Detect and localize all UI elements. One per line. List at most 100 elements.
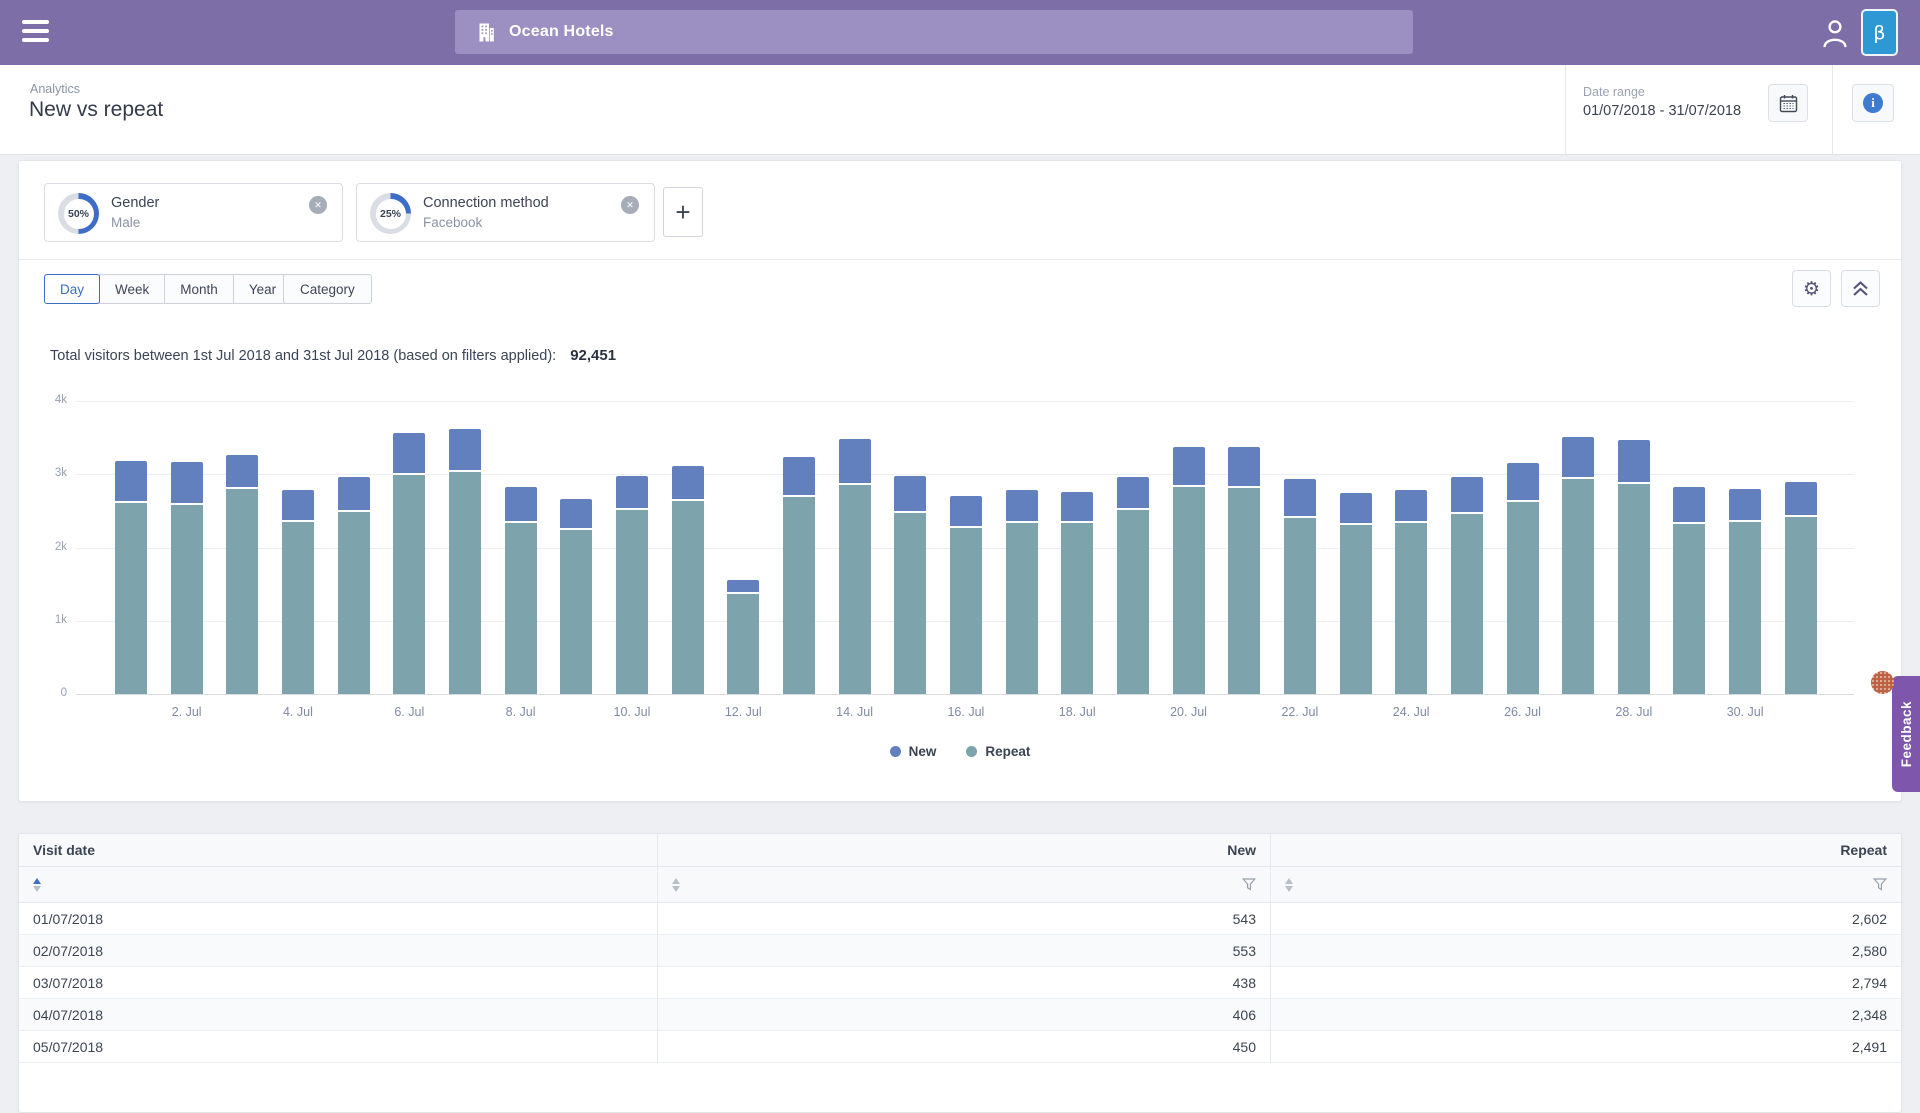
bar-1-jul[interactable] [115, 461, 147, 694]
tab-week[interactable]: Week [99, 274, 166, 304]
bar-3-jul[interactable] [226, 455, 259, 694]
bar-segment-gap [281, 520, 314, 522]
bar-26-jul[interactable] [1506, 463, 1539, 694]
bar-18-jul[interactable] [1061, 492, 1094, 694]
remove-filter-icon[interactable]: ✕ [309, 196, 327, 214]
user-icon[interactable] [1820, 17, 1850, 49]
tab-day[interactable]: Day [44, 274, 101, 304]
view-tabs: Day Week Month Year [44, 274, 293, 304]
legend-item-new[interactable]: New [889, 744, 936, 759]
bar-segment-gap [1506, 500, 1539, 502]
divider [1565, 65, 1566, 155]
bar-segment-new [1339, 493, 1372, 523]
bar-28-jul[interactable] [1617, 440, 1650, 694]
calendar-button[interactable] [1768, 84, 1808, 122]
bar-24-jul[interactable] [1395, 490, 1428, 694]
bar-segment-gap [615, 508, 648, 510]
bar-segment-gap [1005, 521, 1038, 523]
bar-segment-repeat [1784, 517, 1817, 694]
bar-segment-gap [671, 499, 704, 501]
bar-segment-repeat [337, 512, 370, 694]
x-tick-label: 20. Jul [1170, 705, 1207, 719]
menu-icon[interactable] [22, 20, 50, 46]
bar-22-jul[interactable] [1283, 479, 1316, 694]
bar-segment-repeat [560, 530, 593, 694]
tab-category[interactable]: Category [283, 274, 372, 304]
bar-8-jul[interactable] [504, 487, 537, 694]
filter-funnel-icon[interactable] [1873, 878, 1887, 891]
filter-funnel-icon[interactable] [1242, 878, 1256, 891]
total-visitors-value: 92,451 [570, 347, 617, 364]
bar-4-jul[interactable] [281, 490, 314, 694]
bar-27-jul[interactable] [1562, 437, 1595, 694]
bar-20-jul[interactable] [1172, 447, 1205, 694]
x-tick-label: 6. Jul [394, 705, 425, 719]
info-icon: i [1863, 93, 1883, 113]
beta-button[interactable]: β [1861, 9, 1898, 56]
sort-icon[interactable] [1285, 877, 1293, 892]
bar-segment-new [1450, 477, 1483, 512]
tab-month[interactable]: Month [164, 274, 234, 304]
page-header: Analytics New vs repeat Date range 01/07… [0, 65, 1920, 155]
table-row: 02/07/2018 553 2,580 [19, 935, 1901, 967]
y-tick-label: 3k [54, 467, 67, 480]
bar-segment-repeat [727, 594, 760, 694]
bar-segment-gap [1172, 485, 1205, 487]
bar-14-jul[interactable] [838, 439, 871, 694]
bar-31-jul[interactable] [1784, 482, 1817, 694]
breadcrumb: Analytics [30, 82, 81, 96]
bar-25-jul[interactable] [1450, 477, 1483, 694]
chart-title-text: Total visitors between 1st Jul 2018 and … [50, 348, 557, 364]
bar-segment-new [393, 433, 426, 473]
hotel-selector-button[interactable]: Ocean Hotels [455, 10, 1413, 54]
bar-segment-gap [1061, 521, 1094, 523]
bar-23-jul[interactable] [1339, 493, 1372, 694]
table-body: 01/07/2018 543 2,602 02/07/2018 553 2,580 03/0… [19, 903, 1901, 1063]
bar-6-jul[interactable] [393, 433, 426, 694]
bar-13-jul[interactable] [782, 457, 815, 694]
bar-17-jul[interactable] [1005, 490, 1038, 694]
data-table-card: Visit date New Repeat 01/07/2018 543 2,602 02… [18, 833, 1902, 1113]
bar-segment-gap [1617, 482, 1650, 484]
bar-7-jul[interactable] [448, 429, 481, 694]
new-value-cell: 543 [658, 903, 1271, 934]
bar-segment-repeat [1729, 522, 1762, 694]
remove-filter-icon[interactable]: ✕ [621, 196, 639, 214]
filter-chip-gender[interactable]: 50% Gender Male ✕ [44, 183, 343, 242]
sort-icon[interactable] [672, 877, 680, 892]
x-tick-label: 16. Jul [947, 705, 985, 719]
bar-16-jul[interactable] [949, 496, 982, 694]
bar-19-jul[interactable] [1116, 477, 1149, 694]
add-filter-button[interactable]: + [663, 187, 703, 237]
bar-10-jul[interactable] [615, 476, 648, 694]
info-button[interactable]: i [1852, 84, 1894, 122]
bar-segment-repeat [1506, 502, 1539, 694]
bar-segment-new [1506, 463, 1539, 500]
bar-segment-gap [1784, 515, 1817, 517]
bar-12-jul[interactable] [727, 580, 760, 694]
bar-2-jul[interactable] [170, 462, 203, 694]
tab-year[interactable]: Year [232, 274, 293, 304]
filter-chip-connection-method[interactable]: 25% Connection method Facebook ✕ [356, 183, 655, 242]
connection-percent-value: 25% [375, 198, 406, 229]
bar-segment-gap [1729, 520, 1762, 522]
column-header-repeat: Repeat [1271, 834, 1901, 866]
filter-chip-value: Male [111, 215, 141, 230]
legend-item-repeat[interactable]: Repeat [966, 744, 1030, 759]
legend-dot [966, 746, 978, 757]
sort-icon[interactable] [33, 877, 41, 892]
visit-date-cell: 02/07/2018 [19, 935, 658, 966]
collapse-button[interactable] [1841, 270, 1880, 307]
bar-5-jul[interactable] [337, 477, 370, 694]
bar-9-jul[interactable] [560, 499, 593, 694]
settings-button[interactable]: ⚙ [1792, 270, 1831, 307]
bar-21-jul[interactable] [1228, 447, 1261, 694]
bar-segment-new [1116, 477, 1149, 508]
bar-30-jul[interactable] [1729, 489, 1762, 694]
bar-29-jul[interactable] [1673, 487, 1706, 694]
bar-15-jul[interactable] [894, 476, 927, 694]
feedback-tab[interactable]: Feedback [1892, 676, 1920, 792]
bar-segment-repeat [504, 523, 537, 694]
filter-chip-label: Connection method [423, 195, 549, 211]
bar-11-jul[interactable] [671, 466, 704, 694]
